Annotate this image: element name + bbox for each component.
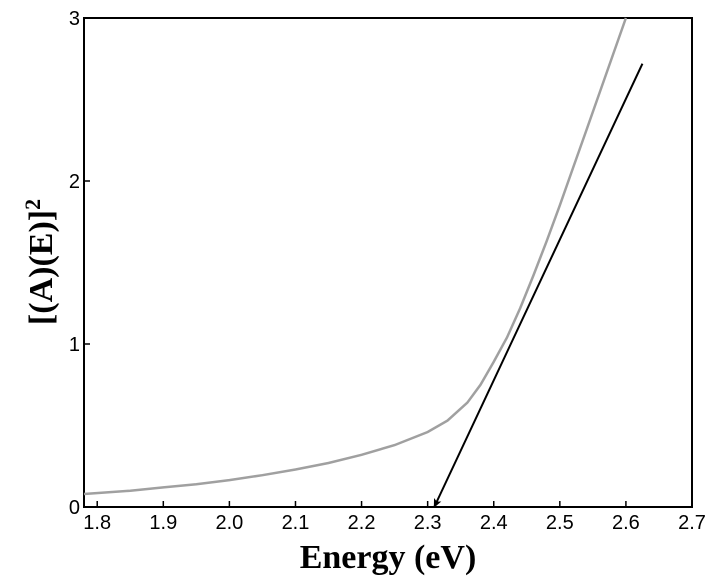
y-axis-ticks: 0 1 2 3 xyxy=(69,8,90,519)
x-tick-label: 2.1 xyxy=(282,512,310,534)
x-tick-label: 2.5 xyxy=(546,512,574,534)
y-tick-label: 3 xyxy=(69,8,80,30)
x-tick-label: 2.0 xyxy=(215,512,243,534)
x-tick-label: 2.4 xyxy=(480,512,508,534)
x-tick-label: 2.6 xyxy=(612,512,640,534)
plot-frame xyxy=(83,17,693,508)
x-axis-title: Energy (eV) xyxy=(300,539,477,576)
y-axis-title-superscript: 2 xyxy=(20,199,45,210)
x-tick-label: 1.9 xyxy=(149,512,177,534)
x-tick-label: 1.8 xyxy=(83,512,111,534)
x-tick-label: 2.2 xyxy=(348,512,376,534)
y-tick-label: 2 xyxy=(69,171,80,193)
x-tick-label: 2.3 xyxy=(414,512,442,534)
absorption-curve xyxy=(83,17,628,496)
y-axis-title-main: [(A)(E)] xyxy=(23,210,60,325)
x-axis-ticks: 1.8 1.9 2.0 2.1 2.2 2.3 2.4 2.5 2.6 2.7 xyxy=(83,501,706,534)
y-tick-label: 1 xyxy=(69,334,80,356)
y-tick-label: 0 xyxy=(69,497,80,519)
y-axis-title: [(A)(E)]2 xyxy=(20,199,60,325)
x-tick-label: 2.7 xyxy=(678,512,706,534)
fit-line xyxy=(433,63,644,508)
